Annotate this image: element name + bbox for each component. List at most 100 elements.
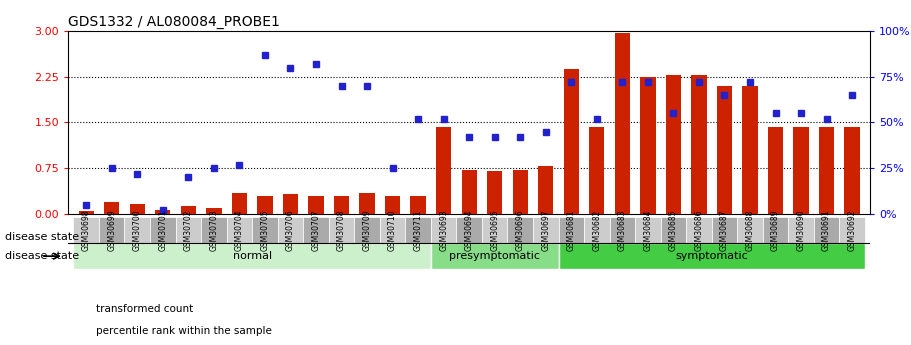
Bar	[589, 127, 605, 214]
Text: GSM30703: GSM30703	[210, 209, 219, 251]
Bar	[359, 193, 374, 214]
Text: percentile rank within the sample: percentile rank within the sample	[96, 326, 271, 336]
Text: GSM30688: GSM30688	[745, 210, 754, 251]
Text: GSM30684: GSM30684	[643, 209, 652, 251]
Bar	[74, 217, 99, 243]
Bar	[155, 210, 170, 214]
Text: GSM30681: GSM30681	[567, 210, 576, 251]
Text: disease state: disease state	[5, 232, 78, 242]
Text: GSM30706: GSM30706	[286, 209, 295, 251]
Bar	[462, 170, 476, 214]
Text: GSM30690: GSM30690	[796, 209, 805, 251]
Text: GSM30696: GSM30696	[516, 209, 525, 251]
Bar	[711, 217, 737, 243]
Text: GSM30702: GSM30702	[184, 209, 193, 251]
Text: GSM30689: GSM30689	[771, 209, 780, 251]
Text: GDS1332 / AL080084_PROBE1: GDS1332 / AL080084_PROBE1	[68, 14, 281, 29]
Text: GSM30711: GSM30711	[414, 210, 423, 251]
Text: GSM30691: GSM30691	[822, 209, 831, 251]
Bar	[686, 217, 711, 243]
Bar	[538, 166, 553, 214]
Bar	[308, 196, 323, 214]
Bar	[206, 208, 221, 214]
Text: disease state: disease state	[5, 251, 78, 261]
Bar	[176, 217, 201, 243]
Bar	[635, 217, 660, 243]
Text: GSM30698: GSM30698	[82, 209, 91, 251]
Bar	[129, 204, 145, 214]
Bar	[227, 217, 252, 243]
Bar	[609, 217, 635, 243]
Bar	[252, 217, 278, 243]
Bar	[814, 217, 839, 243]
Bar	[385, 196, 400, 214]
Bar	[431, 243, 558, 269]
Bar	[436, 127, 451, 214]
Text: GSM30697: GSM30697	[541, 209, 550, 251]
Bar	[354, 217, 380, 243]
Bar	[844, 127, 860, 214]
Bar	[78, 211, 94, 214]
Bar	[278, 217, 303, 243]
Text: GSM30686: GSM30686	[694, 209, 703, 251]
Bar	[691, 75, 707, 214]
Bar	[660, 217, 686, 243]
Bar	[482, 217, 507, 243]
Bar	[180, 206, 196, 214]
Bar	[431, 217, 456, 243]
Text: GSM30709: GSM30709	[363, 209, 372, 251]
Bar	[640, 77, 656, 214]
Bar	[150, 217, 176, 243]
Text: GSM30693: GSM30693	[439, 209, 448, 251]
Bar	[763, 217, 788, 243]
Bar	[564, 69, 579, 214]
Bar	[558, 243, 865, 269]
Bar	[487, 171, 502, 214]
Bar	[74, 243, 431, 269]
Bar	[257, 196, 272, 214]
Bar	[282, 194, 298, 214]
Text: GSM30683: GSM30683	[618, 209, 627, 251]
Bar	[737, 217, 763, 243]
Bar	[329, 217, 354, 243]
Text: GSM30700: GSM30700	[133, 209, 142, 251]
Text: GSM30682: GSM30682	[592, 210, 601, 251]
Text: GSM30704: GSM30704	[235, 209, 244, 251]
Text: GSM30710: GSM30710	[388, 209, 397, 251]
Bar	[125, 217, 150, 243]
Bar	[456, 217, 482, 243]
Bar	[615, 33, 630, 214]
Bar	[666, 75, 681, 214]
Text: GSM30694: GSM30694	[465, 209, 474, 251]
Text: GSM30687: GSM30687	[720, 209, 729, 251]
Bar	[231, 193, 247, 214]
Bar	[793, 127, 809, 214]
Text: GSM30708: GSM30708	[337, 209, 346, 251]
Text: transformed count: transformed count	[96, 304, 193, 314]
Bar	[201, 217, 227, 243]
Text: GSM30695: GSM30695	[490, 209, 499, 251]
Text: GSM30707: GSM30707	[312, 209, 321, 251]
Bar	[584, 217, 609, 243]
Bar	[104, 202, 119, 214]
Bar	[533, 217, 558, 243]
Bar	[839, 217, 865, 243]
Text: presymptomatic: presymptomatic	[449, 251, 540, 261]
Bar	[717, 86, 732, 214]
Text: normal: normal	[232, 251, 271, 261]
Text: symptomatic: symptomatic	[675, 251, 748, 261]
Bar	[788, 217, 814, 243]
Bar	[303, 217, 329, 243]
Bar	[380, 217, 405, 243]
Bar	[99, 217, 125, 243]
Bar	[405, 217, 431, 243]
Text: GSM30699: GSM30699	[107, 209, 117, 251]
Text: GSM30685: GSM30685	[669, 209, 678, 251]
Bar	[411, 196, 425, 214]
Bar	[507, 217, 533, 243]
Bar	[558, 217, 584, 243]
Text: GSM30705: GSM30705	[261, 209, 270, 251]
Bar	[819, 127, 834, 214]
Text: GSM30701: GSM30701	[159, 209, 168, 251]
Text: GSM30692: GSM30692	[847, 209, 856, 251]
